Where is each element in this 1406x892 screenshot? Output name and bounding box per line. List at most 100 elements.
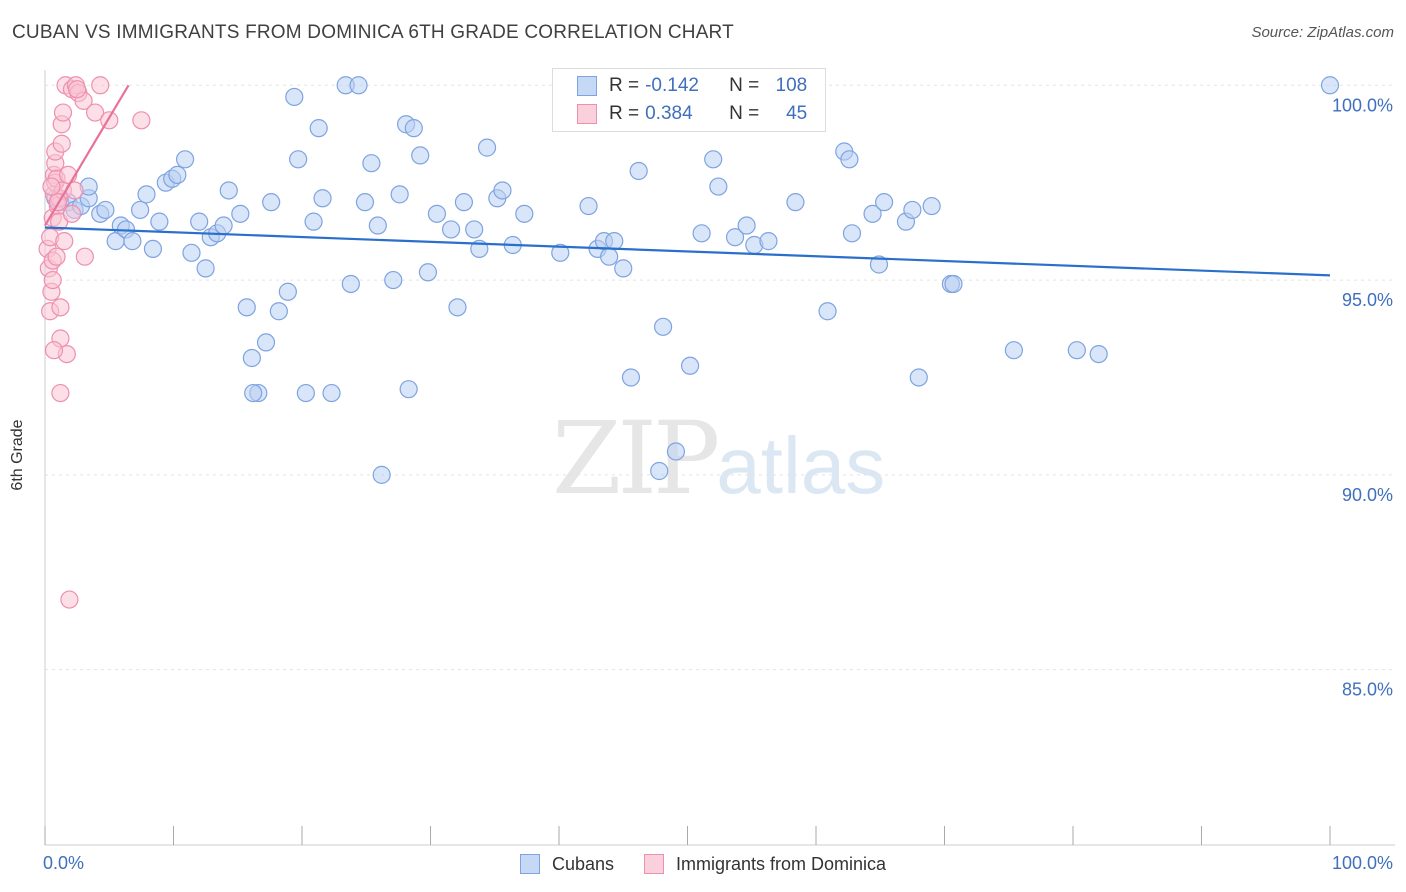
- legend-r-label: R =: [609, 103, 640, 124]
- dominica-point: [75, 247, 94, 266]
- cuban-point: [190, 212, 209, 231]
- x-tick-label-min: 0.0%: [43, 853, 84, 873]
- cuban-point: [842, 224, 862, 243]
- watermark-atlas: atlas: [716, 421, 886, 510]
- cuban-point: [427, 204, 447, 223]
- cuban-point: [680, 356, 700, 375]
- cuban-point: [269, 302, 288, 321]
- dominica-point: [51, 383, 70, 403]
- legend-item-dominica[interactable]: Immigrants from Dominica: [644, 854, 886, 875]
- dominica-point: [60, 590, 79, 609]
- cuban-point: [123, 232, 142, 251]
- cuban-point: [262, 193, 281, 212]
- cuban-point: [448, 298, 467, 317]
- cuban-point: [759, 232, 778, 251]
- cuban-point: [96, 200, 115, 220]
- legend-label-cubans: Cubans: [551, 853, 614, 874]
- cuban-point: [242, 348, 261, 368]
- cuban-trend-line: [44, 226, 1331, 277]
- cuban-point: [1067, 341, 1086, 360]
- legend-swatch-dominica: [644, 854, 664, 874]
- cuban-point: [465, 220, 484, 239]
- dominica-point: [44, 341, 64, 360]
- x-tick-label-max: 100.0%: [1332, 853, 1393, 873]
- cuban-point: [737, 216, 756, 235]
- legend-n-value-dominica: 45: [786, 103, 808, 124]
- cuban-point: [614, 259, 633, 278]
- legend-n-label: N =: [729, 75, 760, 96]
- cuban-point: [219, 181, 238, 200]
- cuban-point: [182, 243, 201, 262]
- dominica-point: [68, 80, 87, 99]
- cuban-point: [454, 193, 474, 212]
- cuban-point: [372, 465, 391, 484]
- cuban-point: [653, 317, 673, 336]
- cuban-point: [349, 76, 368, 95]
- cuban-point: [231, 204, 250, 223]
- legend-item-cubans[interactable]: Cubans: [519, 853, 614, 875]
- cuban-point: [411, 146, 430, 165]
- cuban-point: [441, 220, 461, 239]
- cuban-point: [477, 138, 497, 157]
- watermark: ZIPatlas: [552, 400, 885, 517]
- cuban-point: [399, 380, 418, 399]
- cuban-point: [285, 87, 304, 107]
- dominica-point: [55, 232, 74, 251]
- cuban-point: [869, 255, 889, 274]
- cuban-point: [1004, 341, 1023, 360]
- cuban-point: [786, 193, 805, 212]
- y-tick-label: 100.0%: [1332, 95, 1393, 115]
- y-tick-label: 85.0%: [1342, 680, 1393, 700]
- cuban-point: [355, 193, 375, 212]
- dominica-point: [47, 247, 66, 266]
- cuban-point: [175, 150, 195, 169]
- cuban-point: [390, 185, 409, 204]
- cuban-point: [418, 263, 438, 282]
- cuban-point: [692, 224, 711, 243]
- dominica-point: [42, 177, 61, 196]
- cuban-point: [296, 383, 315, 403]
- cuban-point: [404, 119, 423, 138]
- dominica-point: [62, 204, 82, 223]
- dominica-trend-line: [44, 84, 130, 227]
- cuban-point: [903, 200, 922, 220]
- cuban-point: [322, 383, 341, 403]
- watermark-zip: ZIP: [552, 400, 720, 517]
- cuban-point: [244, 383, 263, 403]
- dominica-point: [91, 76, 110, 95]
- cuban-point: [289, 150, 308, 169]
- y-tick-label: 90.0%: [1342, 485, 1393, 505]
- cuban-point: [237, 298, 256, 317]
- cuban-point: [605, 232, 624, 251]
- cuban-point: [304, 212, 323, 231]
- cuban-point: [1320, 76, 1340, 95]
- legend-r-value-cubans: -0.142: [645, 75, 699, 96]
- cuban-point: [579, 196, 598, 216]
- cuban-point: [709, 177, 728, 196]
- cuban-point: [309, 119, 328, 138]
- legend-row-dominica: R = 0.384 N = 45: [577, 101, 807, 127]
- chart-title: CUBAN VS IMMIGRANTS FROM DOMINICA 6TH GR…: [12, 22, 734, 43]
- cuban-point: [666, 442, 686, 461]
- legend-n-label: N =: [729, 103, 760, 124]
- cuban-point: [875, 193, 894, 212]
- cuban-point: [313, 189, 332, 208]
- source-label: Source: ZipAtlas.com: [1251, 24, 1394, 41]
- dominica-point: [51, 298, 70, 317]
- cuban-point: [196, 259, 215, 278]
- dominica-point: [52, 134, 71, 153]
- cuban-point: [725, 228, 745, 247]
- legend-swatch-cubans: [577, 76, 597, 96]
- legend-row-cubans: R = -0.142 N = 108: [577, 73, 807, 99]
- cuban-point: [551, 243, 570, 262]
- legend-swatch-dominica: [577, 104, 597, 124]
- cuban-point: [621, 368, 641, 387]
- dominica-point: [43, 270, 62, 290]
- cuban-point: [137, 185, 156, 204]
- cuban-point: [150, 212, 169, 231]
- cuban-point: [143, 239, 163, 259]
- cuban-point: [515, 204, 534, 223]
- dominica-point: [132, 111, 151, 130]
- cuban-point: [650, 461, 669, 481]
- cuban-point: [909, 368, 928, 387]
